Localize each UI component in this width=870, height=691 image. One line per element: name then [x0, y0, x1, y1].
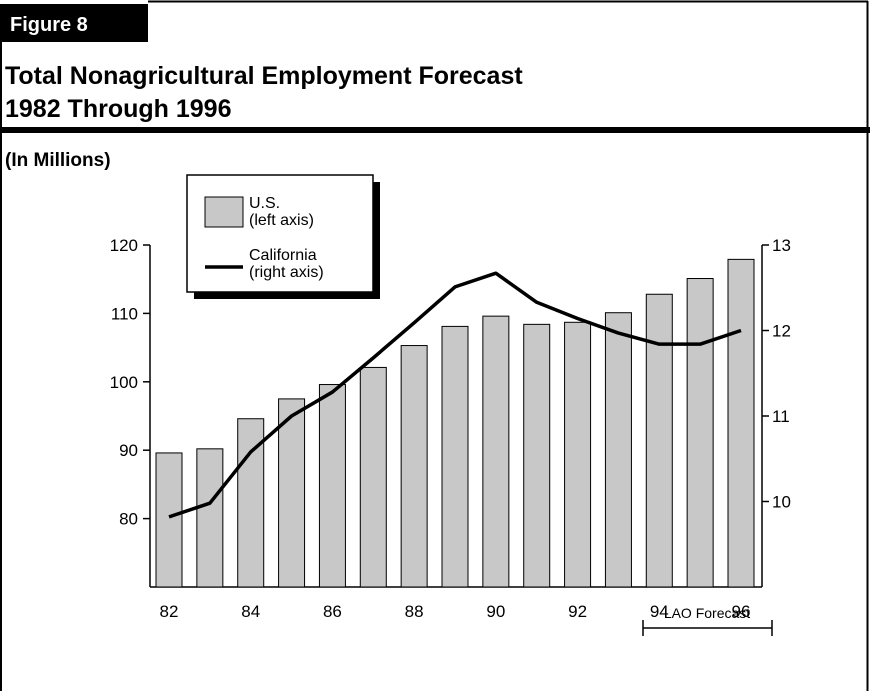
bar	[441, 325, 469, 588]
bar	[359, 366, 387, 588]
legend-label: California	[249, 247, 317, 264]
bar	[318, 384, 346, 588]
legend-swatch	[204, 196, 244, 228]
legend-label: U.S.	[249, 195, 280, 212]
bar	[482, 315, 510, 588]
x-tick-label: 86	[323, 602, 342, 621]
y2-tick-label: 10	[772, 493, 791, 512]
y2-tick-label: 11	[772, 407, 790, 426]
x-tick-label: 92	[568, 602, 587, 621]
bar	[278, 398, 306, 588]
y-tick-label: 120	[110, 236, 138, 255]
figure-label: Figure 8	[10, 14, 88, 36]
y2-tick-label: 12	[772, 322, 791, 341]
bar	[686, 278, 714, 588]
bar	[727, 258, 755, 588]
x-tick-label: 84	[241, 602, 260, 621]
legend-label: (left axis)	[249, 212, 314, 229]
bar	[400, 345, 428, 588]
legend	[186, 174, 374, 293]
figure-tab	[0, 4, 148, 42]
x-tick-label: 96	[732, 602, 751, 621]
y-tick-label: 90	[119, 441, 138, 460]
bar	[237, 418, 265, 588]
x-tick-label: 90	[486, 602, 505, 621]
bar	[604, 312, 632, 588]
x-tick-label: 82	[160, 602, 179, 621]
bar	[155, 452, 183, 588]
y2-tick-label: 13	[772, 236, 791, 255]
legend-label: (right axis)	[249, 264, 324, 281]
bar	[196, 448, 224, 588]
bar	[645, 293, 673, 588]
subtitle: (In Millions)	[5, 150, 111, 171]
y-tick-label: 110	[111, 304, 138, 323]
line	[168, 271, 742, 519]
y-tick-label: 100	[110, 373, 138, 392]
annotation: LAO Forecast	[664, 605, 750, 621]
x-tick-label: 88	[405, 602, 424, 621]
title-rule	[0, 127, 870, 133]
chart-title: Total Nonagricultural Employment Forecas…	[5, 62, 523, 90]
chart-title: 1982 Through 1996	[5, 95, 231, 123]
bar	[523, 323, 551, 588]
bar	[564, 321, 592, 588]
x-tick-label: 94	[650, 602, 669, 621]
y-tick-label: 80	[119, 510, 138, 529]
